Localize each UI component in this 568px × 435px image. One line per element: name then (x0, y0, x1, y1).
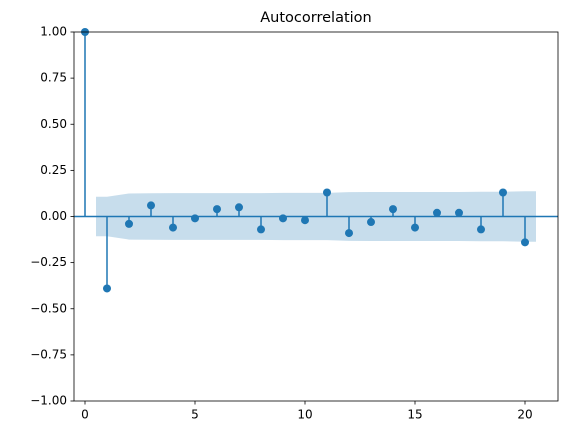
marker (279, 214, 287, 223)
y-tick-label: 1.00 (40, 25, 67, 39)
marker (103, 284, 111, 293)
marker (367, 218, 375, 227)
marker (301, 216, 309, 225)
y-tick-label: 0.50 (40, 117, 67, 131)
y-tick-label: 0.75 (40, 71, 67, 85)
x-tick-label: 5 (191, 408, 199, 422)
marker (345, 229, 353, 238)
marker (411, 223, 419, 232)
marker (455, 208, 463, 217)
x-tick-label: 15 (407, 408, 422, 422)
marker (235, 203, 243, 212)
marker (521, 238, 529, 247)
y-tick-label: −0.25 (30, 255, 67, 269)
chart-title: Autocorrelation (260, 10, 371, 26)
y-tick-label: −0.50 (30, 301, 67, 315)
y-tick-label: 0.25 (40, 163, 67, 177)
y-tick-label: 0.00 (40, 209, 67, 223)
marker (389, 205, 397, 214)
x-tick-label: 20 (517, 408, 532, 422)
marker (169, 223, 177, 232)
marker (147, 201, 155, 210)
marker (213, 205, 221, 214)
marker (191, 214, 199, 223)
x-tick-label: 10 (297, 408, 312, 422)
marker (499, 188, 507, 197)
marker (125, 219, 133, 228)
marker (477, 225, 485, 234)
y-tick-label: −1.00 (30, 394, 67, 408)
marker (257, 225, 265, 234)
marker (433, 208, 441, 217)
x-tick-label: 0 (81, 408, 89, 422)
marker (323, 188, 331, 197)
y-tick-label: −0.75 (30, 347, 67, 361)
